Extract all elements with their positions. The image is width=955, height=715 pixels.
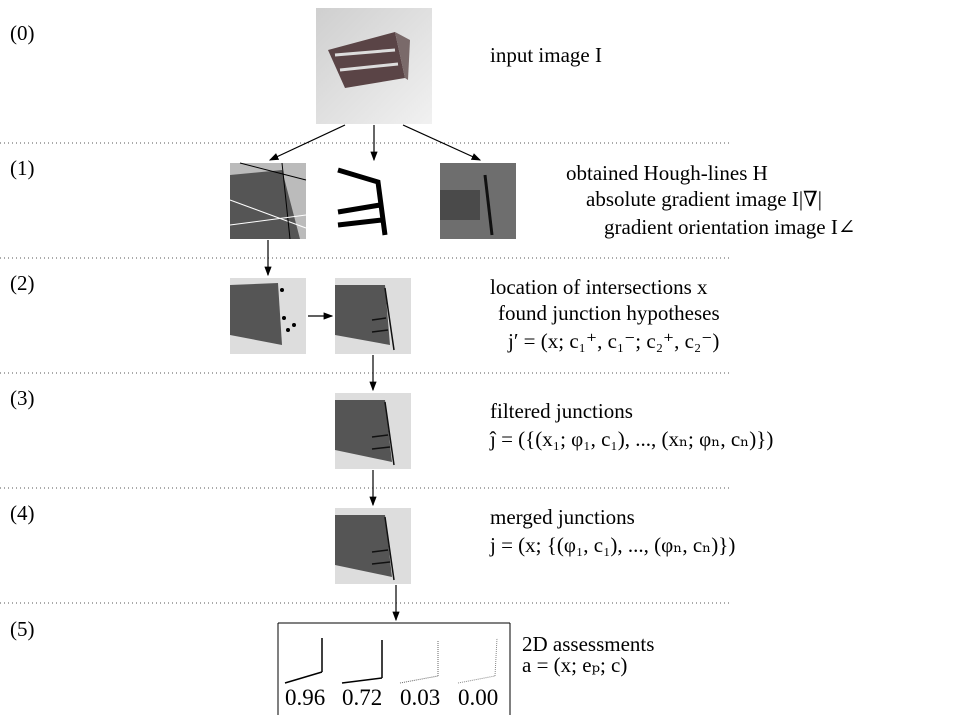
filtered-image <box>335 393 411 469</box>
description: gradient orientation image I∠ <box>604 215 855 239</box>
stage-label: (0) <box>10 21 35 45</box>
stage-label: (3) <box>10 386 35 410</box>
description: ĵ = ({(x₁; φ₁, c₁), ..., (xₙ; φₙ, cₙ)}) <box>489 427 773 451</box>
description: merged junctions <box>490 505 635 529</box>
description: filtered junctions <box>490 399 633 423</box>
description: absolute gradient image I|∇| <box>586 187 822 211</box>
assessment-value: 0.00 <box>458 685 498 710</box>
input-image <box>316 8 432 124</box>
stage-label: (2) <box>10 271 35 295</box>
assessment-value: 0.96 <box>285 685 325 710</box>
description: j′ = (x; c₁⁺, c₁⁻; c₂⁺, c₂⁻) <box>507 329 719 353</box>
assessment-value: 0.72 <box>342 685 382 710</box>
arrow <box>270 125 345 160</box>
intersections-image <box>230 278 306 354</box>
merged-image <box>335 508 411 584</box>
hypotheses-image <box>335 278 411 354</box>
hough-image <box>230 163 306 239</box>
diagram: (0) (1) (2) (3) (4) (5) <box>0 0 955 715</box>
gradient-image <box>335 163 411 239</box>
stage-label: (4) <box>10 501 35 525</box>
description: input image I <box>490 43 602 67</box>
description: j = (x; {(φ₁, c₁), ..., (φₙ, cₙ)}) <box>489 533 735 557</box>
stage-label: (5) <box>10 617 35 641</box>
description: a = (x; eₚ; c) <box>522 653 627 677</box>
description: obtained Hough-lines H <box>566 161 768 185</box>
description: location of intersections x <box>490 275 708 299</box>
orientation-image <box>440 163 516 239</box>
assessment-value: 0.03 <box>400 685 440 710</box>
description: found junction hypotheses <box>498 301 720 325</box>
stage-label: (1) <box>10 156 35 180</box>
